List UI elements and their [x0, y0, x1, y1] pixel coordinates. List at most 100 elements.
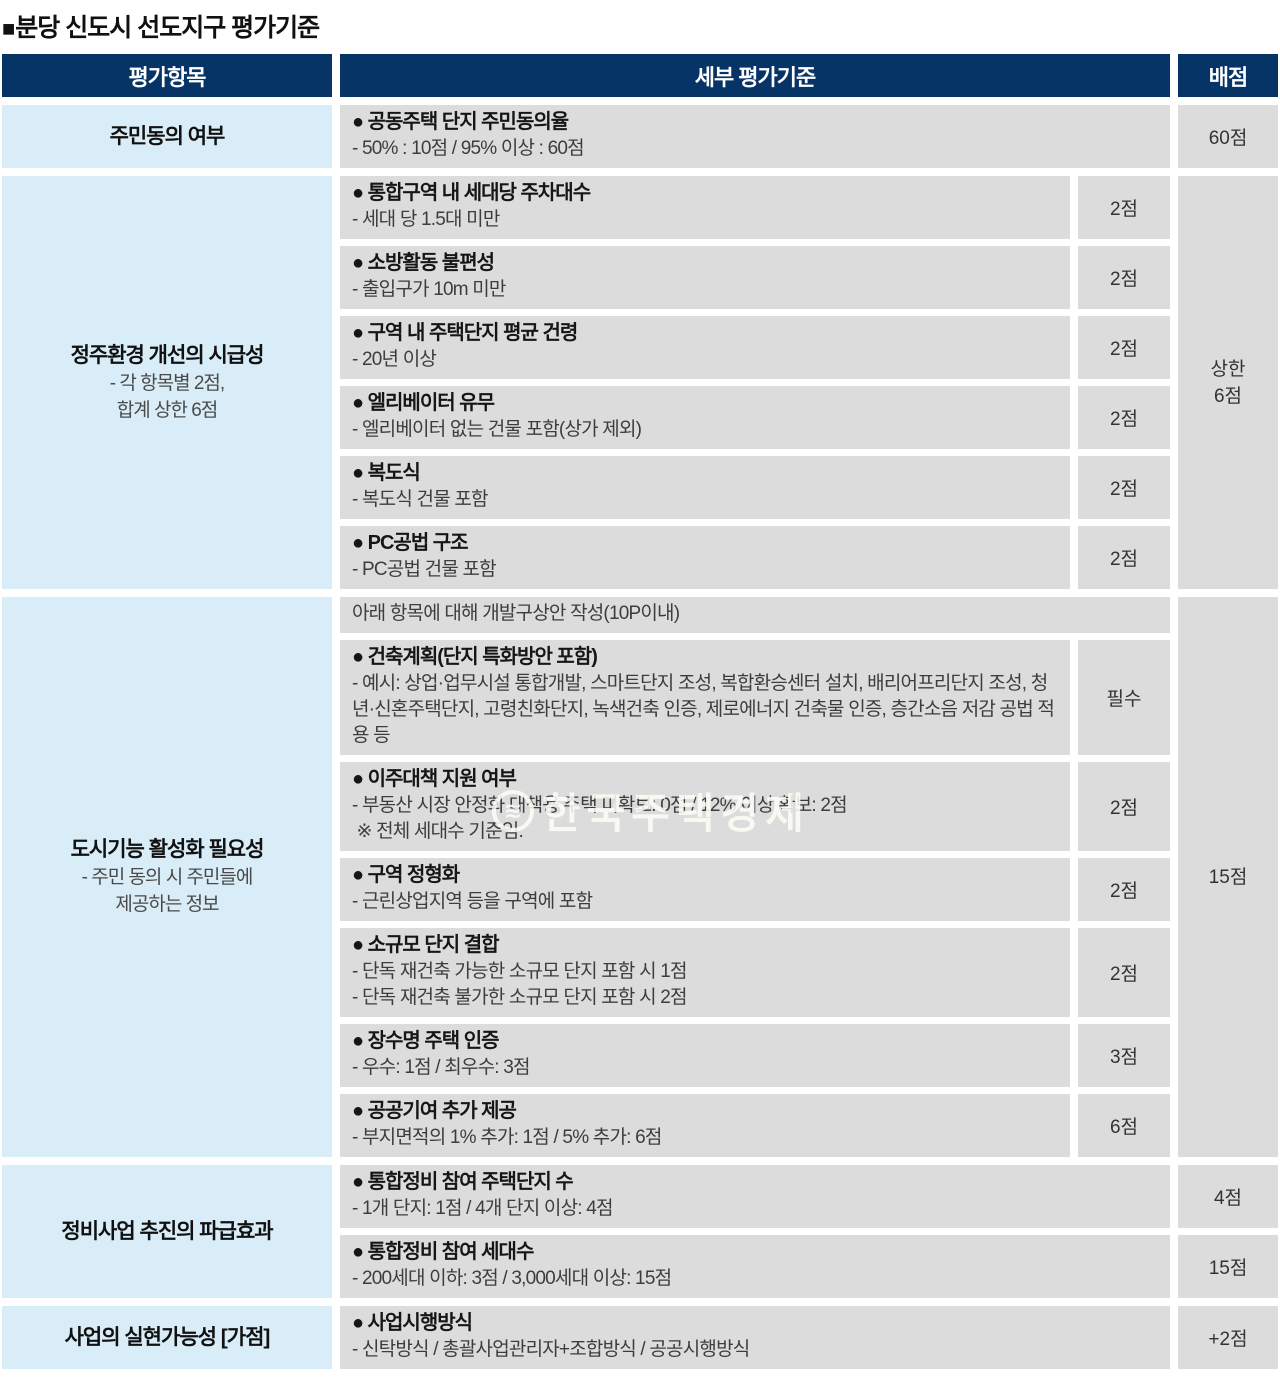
- subpoint-cell: 2점: [1078, 246, 1170, 309]
- criteria-row: ● 소방활동 불편성 - 출입구가 10m 미만 2점: [340, 246, 1170, 309]
- criteria-row: 아래 항목에 대해 개발구상안 작성(10P이내): [340, 597, 1170, 633]
- category-subtitle: 합계 상한 6점: [116, 399, 219, 421]
- criteria-head: ● 소방활동 불편성: [352, 252, 495, 274]
- criteria-row: ● 통합정비 참여 세대수 - 200세대 이하: 3점 / 3,000세대 이상…: [340, 1235, 1278, 1298]
- criteria-line: - 50% : 10점 / 95% 이상 : 60점: [352, 138, 585, 159]
- category-title: 주민동의 여부: [109, 124, 226, 148]
- section-urban-function: 도시기능 활성화 필요성 - 주민 동의 시 주민들에 제공하는 정보 아래 항목에 …: [2, 597, 1278, 1157]
- category-title: 사업의 실현가능성 [가점]: [64, 1325, 271, 1349]
- square-bullet-icon: ■: [2, 16, 15, 41]
- criteria-line: 아래 항목에 대해 개발구상안 작성(10P이내): [352, 603, 680, 624]
- section-resident-consent: 주민동의 여부 ● 공동주택 단지 주민동의율 - 50% : 10점 / 95% …: [2, 105, 1278, 168]
- criteria-line: - 신탁방식 / 총괄사업관리자+조합방식 / 공공시행방식: [352, 1339, 750, 1360]
- subpoint-cell: 필수: [1078, 640, 1170, 755]
- criteria-head: ● 통합정비 참여 세대수: [352, 1241, 534, 1263]
- category-title: 도시기능 활성화 필요성: [70, 838, 265, 861]
- criteria-line: - 부동산 시장 안정화 대책용 주택 미확보: 0점 / 12% 이상 확보:…: [352, 795, 848, 816]
- section-rows: ● 통합정비 참여 주택단지 수 - 1개 단지: 1점 / 4개 단지 이상: …: [340, 1165, 1278, 1298]
- category-cell: 정비사업 추진의 파급효과: [2, 1165, 332, 1298]
- page-title: ■분당 신도시 선도지구 평가기준: [2, 8, 1280, 44]
- criteria-line: - 세대 당 1.5대 미만: [352, 209, 500, 230]
- criteria-row: ● 구역 내 주택단지 평균 건령 - 20년 이상 2점: [340, 316, 1170, 379]
- subpoint-cell: 2점: [1078, 176, 1170, 239]
- criteria-row: ● 구역 정형화 - 근린상업지역 등을 구역에 포함 2점: [340, 858, 1170, 921]
- subpoint-cell: 2점: [1078, 928, 1170, 1017]
- criteria-line: - 복도식 건물 포함: [352, 489, 489, 510]
- category-cell: 도시기능 활성화 필요성 - 주민 동의 시 주민들에 제공하는 정보: [2, 597, 332, 1157]
- criteria-row: ● 소규모 단지 결합 - 단독 재건축 가능한 소규모 단지 포함 시 1점 - …: [340, 928, 1170, 1017]
- subpoint-cell: 2점: [1078, 456, 1170, 519]
- criteria-head: ● 통합정비 참여 주택단지 수: [352, 1171, 574, 1193]
- section-score-line: 상한: [1210, 358, 1246, 380]
- criteria-line: - PC공법 건물 포함: [352, 559, 497, 580]
- criteria-head: ● 사업시행방식: [352, 1312, 473, 1334]
- criteria-line: - 예시: 상업·업무시설 통합개발, 스마트단지 조성, 복합환승센터 설치,…: [352, 673, 1055, 746]
- criteria-row: ● 공공기여 추가 제공 - 부지면적의 1% 추가: 1점 / 5% 추가: 6…: [340, 1094, 1170, 1157]
- criteria-head: ● 구역 내 주택단지 평균 건령: [352, 322, 578, 344]
- criteria-line: - 근린상업지역 등을 구역에 포함: [352, 891, 593, 912]
- section-rows: 아래 항목에 대해 개발구상안 작성(10P이내) ● 건축계획(단지 특화방안 …: [340, 597, 1170, 1157]
- row-score-cell: +2점: [1178, 1306, 1278, 1369]
- criteria-head: ● 통합구역 내 세대당 주차대수: [352, 182, 591, 204]
- criteria-row: ● 통합구역 내 세대당 주차대수 - 세대 당 1.5대 미만 2점: [340, 176, 1170, 239]
- section-score-line: 15점: [1208, 866, 1248, 888]
- criteria-row: ● 복도식 - 복도식 건물 포함 2점: [340, 456, 1170, 519]
- criteria-head: ● 복도식: [352, 462, 421, 484]
- criteria-row: ● 사업시행방식 - 신탁방식 / 총괄사업관리자+조합방식 / 공공시행방식 +2…: [340, 1306, 1278, 1369]
- subpoint-cell: 3점: [1078, 1024, 1170, 1087]
- criteria-cell: ● 이주대책 지원 여부 - 부동산 시장 안정화 대책용 주택 미확보: 0점 …: [340, 762, 1070, 851]
- subpoint-cell: 2점: [1078, 316, 1170, 379]
- criteria-line: ※ 전체 세대수 기준임.: [352, 821, 523, 842]
- criteria-cell: ● 엘리베이터 유무 - 엘리베이터 없는 건물 포함(상가 제외): [340, 386, 1070, 449]
- category-cell: 사업의 실현가능성 [가점]: [2, 1306, 332, 1369]
- criteria-head: ● 엘리베이터 유무: [352, 392, 495, 414]
- section-rows: ● 공동주택 단지 주민동의율 - 50% : 10점 / 95% 이상 : 60…: [340, 105, 1278, 168]
- criteria-cell: ● 소방활동 불편성 - 출입구가 10m 미만: [340, 246, 1070, 309]
- criteria-line: - 단독 재건축 불가한 소규모 단지 포함 시 2점: [352, 987, 687, 1008]
- criteria-cell: ● 장수명 주택 인증 - 우수: 1점 / 최우수: 3점: [340, 1024, 1070, 1087]
- section-score-cell: 상한 6점: [1178, 176, 1278, 589]
- section-score-cell: 15점: [1178, 597, 1278, 1157]
- criteria-row: ● 건축계획(단지 특화방안 포함) - 예시: 상업·업무시설 통합개발, 스마…: [340, 640, 1170, 755]
- subpoint-cell: 2점: [1078, 526, 1170, 589]
- row-score-cell: 15점: [1178, 1235, 1278, 1298]
- evaluation-table: 평가항목 세부 평가기준 배점 주민동의 여부 ● 공동주택 단지 주민동의율 - …: [2, 54, 1278, 1369]
- category-title: 정비사업 추진의 파급효과: [61, 1219, 273, 1243]
- criteria-line: - 엘리베이터 없는 건물 포함(상가 제외): [352, 419, 642, 440]
- row-score-cell: 4점: [1178, 1165, 1278, 1228]
- criteria-head: ● PC공법 구조: [352, 532, 469, 554]
- criteria-line: - 출입구가 10m 미만: [352, 279, 506, 300]
- table-header-row: 평가항목 세부 평가기준 배점: [2, 54, 1278, 97]
- criteria-row: ● 장수명 주택 인증 - 우수: 1점 / 최우수: 3점 3점: [340, 1024, 1170, 1087]
- category-subtitle: - 주민 동의 시 주민들에: [81, 867, 254, 888]
- section-rows: ● 통합구역 내 세대당 주차대수 - 세대 당 1.5대 미만 2점 ● 소방활동 …: [340, 176, 1170, 589]
- criteria-line: - 20년 이상: [352, 349, 437, 370]
- criteria-row: ● PC공법 구조 - PC공법 건물 포함 2점: [340, 526, 1170, 589]
- section-ripple-effect: 정비사업 추진의 파급효과 ● 통합정비 참여 주택단지 수 - 1개 단지: 1점…: [2, 1165, 1278, 1298]
- category-subtitle: - 각 항목별 2점,: [109, 372, 225, 394]
- page-title-text: 분당 신도시 선도지구 평가기준: [15, 14, 320, 42]
- criteria-head: ● 공공기여 추가 제공: [352, 1100, 517, 1122]
- criteria-cell: 아래 항목에 대해 개발구상안 작성(10P이내): [340, 597, 1170, 633]
- header-score: 배점: [1178, 54, 1278, 97]
- criteria-cell: ● 공공기여 추가 제공 - 부지면적의 1% 추가: 1점 / 5% 추가: 6…: [340, 1094, 1070, 1157]
- criteria-head: ● 소규모 단지 결합: [352, 934, 500, 956]
- section-rows: ● 사업시행방식 - 신탁방식 / 총괄사업관리자+조합방식 / 공공시행방식 +2…: [340, 1306, 1278, 1369]
- subpoint-cell: 6점: [1078, 1094, 1170, 1157]
- criteria-row: ● 이주대책 지원 여부 - 부동산 시장 안정화 대책용 주택 미확보: 0점 …: [340, 762, 1170, 851]
- section-score-line: 6점: [1213, 385, 1243, 407]
- criteria-row: ● 공동주택 단지 주민동의율 - 50% : 10점 / 95% 이상 : 60…: [340, 105, 1278, 168]
- criteria-head: ● 공동주택 단지 주민동의율: [352, 111, 569, 133]
- criteria-head: ● 장수명 주택 인증: [352, 1030, 500, 1052]
- criteria-cell: ● 통합구역 내 세대당 주차대수 - 세대 당 1.5대 미만: [340, 176, 1070, 239]
- criteria-row: ● 통합정비 참여 주택단지 수 - 1개 단지: 1점 / 4개 단지 이상: …: [340, 1165, 1278, 1228]
- subpoint-cell: 2점: [1078, 386, 1170, 449]
- header-criteria: 세부 평가기준: [340, 54, 1170, 97]
- criteria-cell: ● 소규모 단지 결합 - 단독 재건축 가능한 소규모 단지 포함 시 1점 - …: [340, 928, 1070, 1017]
- category-cell: 주민동의 여부: [2, 105, 332, 168]
- subpoint-cell: 2점: [1078, 858, 1170, 921]
- category-title: 정주환경 개선의 시급성: [70, 343, 265, 367]
- criteria-head: ● 구역 정형화: [352, 864, 460, 886]
- criteria-line: - 200세대 이하: 3점 / 3,000세대 이상: 15점: [352, 1268, 672, 1289]
